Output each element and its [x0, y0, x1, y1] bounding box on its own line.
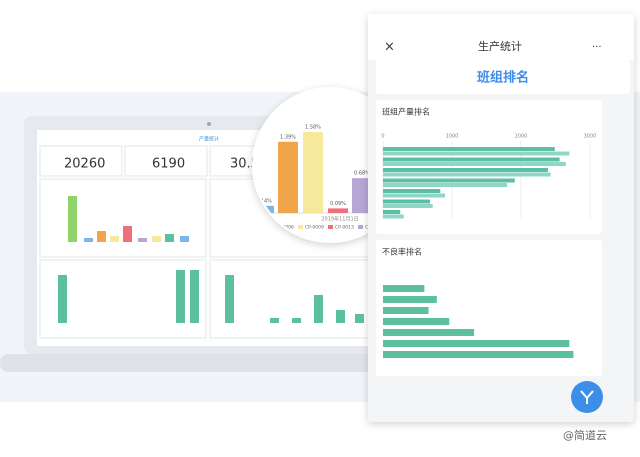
section-card: [376, 60, 630, 94]
bar: [383, 214, 404, 219]
panel: [39, 178, 207, 258]
bar: [383, 178, 515, 183]
watermark: @简道云: [563, 428, 607, 442]
bar: [328, 208, 348, 213]
bar: [383, 162, 566, 166]
section-title: 班组排名: [477, 70, 529, 86]
kpi-value: 6190: [152, 157, 185, 172]
x-tick-label: 3000: [584, 134, 597, 140]
bar: [383, 151, 570, 156]
chart-card: [376, 100, 602, 234]
bar: [383, 183, 508, 187]
value-label: 0.68%: [354, 171, 370, 177]
kpi-value: 20260: [64, 157, 105, 172]
bar: [383, 329, 475, 336]
bar: [383, 172, 551, 177]
bar: [278, 141, 298, 213]
bar: [383, 285, 425, 292]
bar: [383, 168, 548, 172]
fab-icon: [580, 390, 594, 404]
laptop-base: [0, 354, 400, 372]
chart-title: 班组产量排名: [382, 107, 430, 117]
legend-swatch: [328, 225, 333, 229]
bar: [383, 147, 555, 151]
lens-content: 2019年11月1日 0.14% 1.39% 1.58% 0.09% 0.68% CP-0…: [254, 125, 406, 231]
phone-top: [368, 14, 634, 60]
chart-title: 不良率排名: [382, 247, 422, 257]
legend-label: CP-0009: [305, 225, 324, 231]
panel: [209, 259, 379, 339]
bar: [383, 318, 450, 325]
phone: × 生产统计 ··· 班组排名 班组产量排名 不良率排名: [368, 14, 634, 422]
bar: [383, 340, 570, 347]
bar: [383, 204, 433, 208]
value-label: 0.09%: [330, 201, 346, 207]
laptop-title: 产量统计: [199, 136, 219, 143]
camera: [207, 122, 211, 126]
date: 2019年11月1日: [321, 216, 358, 223]
kpi-card: [124, 145, 208, 177]
x-tick-label: 2000: [515, 134, 528, 140]
bar: [383, 199, 430, 204]
bar: [352, 178, 372, 213]
bar: [383, 307, 429, 314]
bar: [383, 157, 560, 162]
bar: [383, 189, 441, 193]
legend-swatch: [358, 225, 363, 229]
bar: [383, 351, 574, 358]
close-icon[interactable]: ×: [384, 40, 395, 55]
bar: [383, 296, 437, 303]
more-icon[interactable]: ···: [592, 42, 602, 53]
phone-header: 生产统计: [478, 39, 522, 53]
legend-swatch: [298, 225, 303, 229]
bar: [383, 193, 446, 198]
x-tick-label: 0: [381, 134, 384, 140]
bar: [303, 132, 323, 213]
bar: [383, 210, 401, 214]
value-label: 0.14%: [256, 198, 272, 204]
value-label: 1.58%: [305, 125, 321, 131]
value-label: 1.39%: [280, 134, 296, 140]
kpi-card: [39, 145, 123, 177]
mini-bars: [58, 196, 364, 323]
legend-label: CP-0013: [335, 225, 354, 231]
x-tick-label: 1000: [446, 134, 459, 140]
